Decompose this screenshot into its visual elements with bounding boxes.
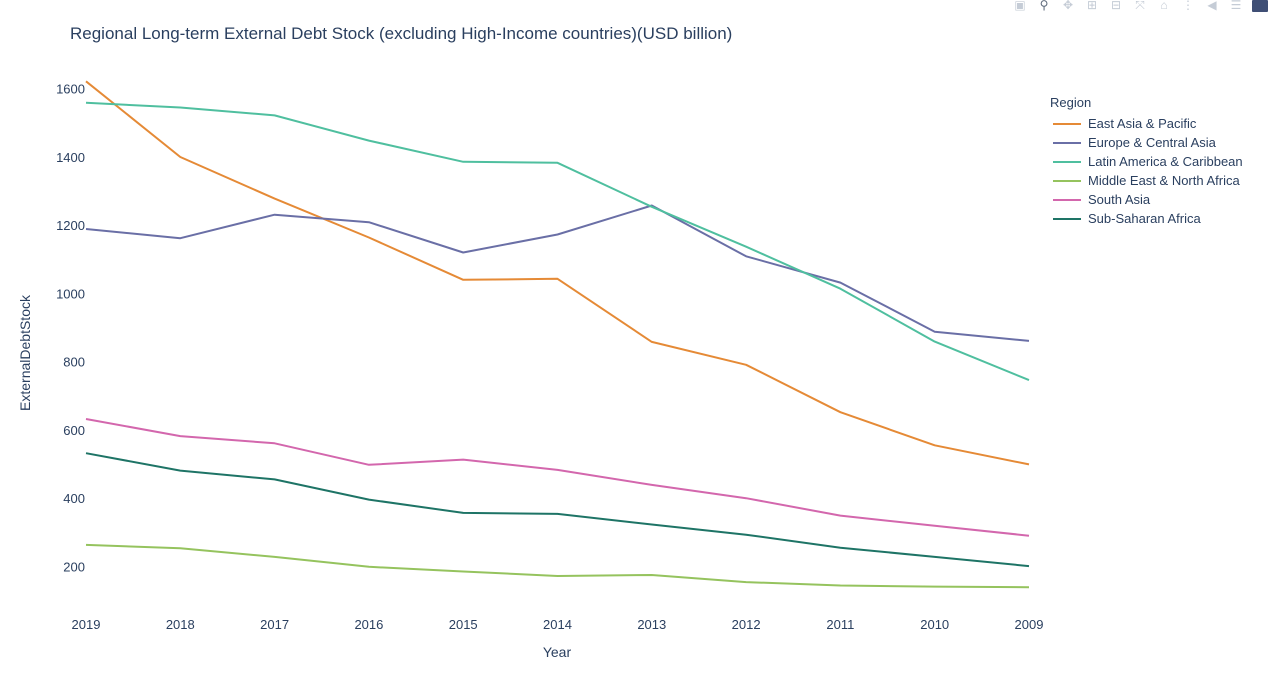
y-tick-label: 200 [63, 559, 85, 574]
x-axis-title: Year [543, 644, 572, 660]
legend-item[interactable]: East Asia & Pacific [1050, 114, 1243, 133]
pan-icon[interactable]: ✥ [1062, 0, 1074, 12]
legend-label: Sub-Saharan Africa [1088, 211, 1201, 226]
legend-label: South Asia [1088, 192, 1151, 207]
legend-item[interactable]: Latin America & Caribbean [1050, 152, 1243, 171]
x-tick-label: 2010 [920, 617, 949, 632]
series-line-europe-central-asia[interactable] [85, 204, 1030, 342]
x-tick-label: 2013 [637, 617, 666, 632]
legend-label: East Asia & Pacific [1088, 116, 1197, 131]
legend-item[interactable]: Europe & Central Asia [1050, 133, 1243, 152]
legend-swatch [1053, 179, 1081, 182]
legend-label: Latin America & Caribbean [1088, 154, 1243, 169]
y-tick-label: 1400 [56, 150, 85, 165]
zoom-in-icon[interactable]: ⊞ [1086, 0, 1098, 12]
series-line-east-asia-pacific[interactable] [85, 80, 1030, 466]
spike-lines-icon[interactable]: ⋮ [1182, 0, 1194, 12]
y-tick-label: 400 [63, 491, 85, 506]
x-tick-label: 2009 [1015, 617, 1044, 632]
legend-swatch [1053, 122, 1081, 125]
y-tick-label: 600 [63, 423, 85, 438]
y-tick-label: 1600 [56, 82, 85, 97]
legend: Region East Asia & Pacific Europe & Centr… [1050, 95, 1243, 228]
y-axis: 200 400 600 800 1000 1200 1400 1600 [56, 82, 85, 575]
x-tick-label: 2011 [826, 617, 854, 632]
autoscale-icon[interactable]: ⤧ [1135, 0, 1145, 12]
y-tick-label: 800 [63, 355, 85, 370]
series-lines [85, 80, 1030, 589]
chart-title: Regional Long-term External Debt Stock (… [70, 24, 733, 43]
hover-compare-icon[interactable]: ☰ [1230, 0, 1242, 12]
x-axis: 2019 2018 2017 2016 2015 2014 2013 2012 2011 2010… [72, 617, 1044, 632]
x-tick-label: 2017 [260, 617, 289, 632]
home-icon[interactable]: ⌂ [1160, 0, 1168, 12]
legend-label: Middle East & North Africa [1088, 173, 1240, 188]
plotly-logo-icon[interactable] [1252, 0, 1268, 12]
series-line-south-asia[interactable] [85, 418, 1030, 537]
zoom-icon[interactable]: ⚲ [1039, 0, 1049, 12]
legend-item[interactable]: Sub-Saharan Africa [1050, 209, 1243, 228]
x-tick-label: 2016 [354, 617, 383, 632]
series-line-middle-east-north-africa[interactable] [85, 543, 1030, 589]
zoom-out-icon[interactable]: ⊟ [1110, 0, 1122, 12]
legend-item[interactable]: Middle East & North Africa [1050, 171, 1243, 190]
legend-title: Region [1050, 95, 1092, 110]
y-tick-label: 1200 [56, 218, 85, 233]
y-axis-title: ExternalDebtStock [17, 294, 33, 411]
y-tick-label: 1000 [56, 286, 85, 301]
x-tick-label: 2015 [449, 617, 478, 632]
series-line-latin-america-caribbean[interactable] [85, 101, 1030, 382]
hover-closest-icon[interactable]: ◀ [1207, 0, 1217, 12]
legend-swatch [1053, 217, 1081, 220]
legend-swatch [1053, 160, 1081, 163]
x-tick-label: 2012 [732, 617, 761, 632]
series-line-sub-saharan-africa[interactable] [85, 452, 1030, 568]
legend-swatch [1053, 141, 1081, 144]
x-tick-label: 2018 [166, 617, 195, 632]
legend-label: Europe & Central Asia [1088, 135, 1216, 150]
modebar: ▣ ⚲ ✥ ⊞ ⊟ ⤧ ⌂ ⋮ ◀ ☰ [1012, 0, 1268, 12]
x-tick-label: 2014 [543, 617, 572, 632]
legend-item[interactable]: South Asia [1050, 190, 1243, 209]
camera-icon[interactable]: ▣ [1014, 0, 1026, 12]
x-tick-label: 2019 [72, 617, 101, 632]
legend-swatch [1053, 198, 1081, 201]
